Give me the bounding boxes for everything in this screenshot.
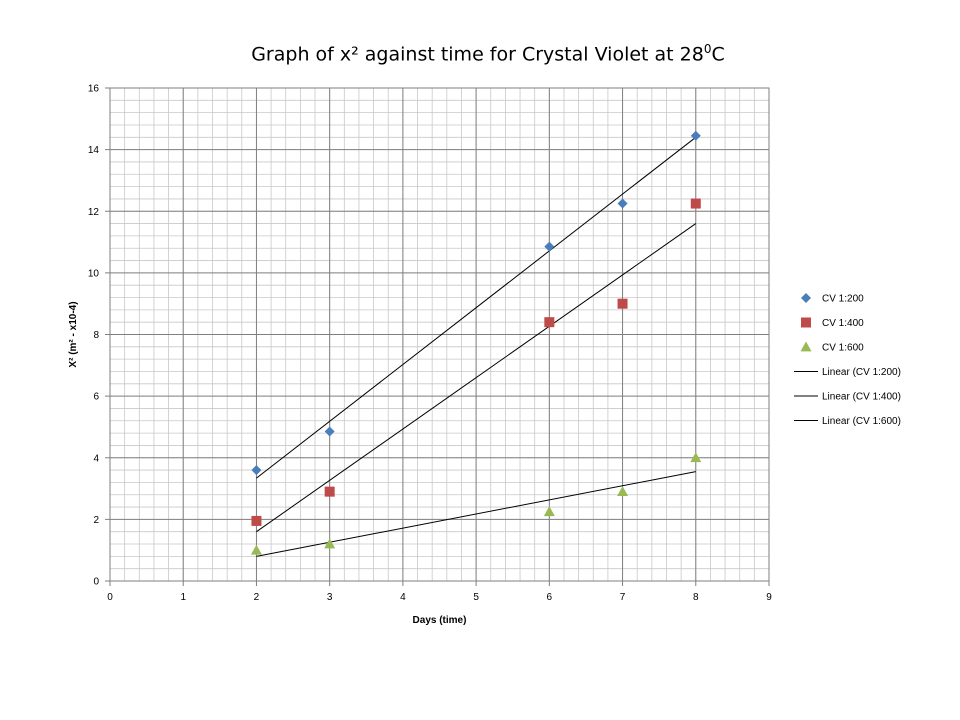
trendline [256, 223, 697, 533]
data-point [690, 198, 701, 209]
y-tick-label: 14 [88, 145, 100, 156]
x-tick-label: 4 [400, 592, 406, 603]
trendline [256, 136, 697, 479]
x-tick-label: 0 [107, 592, 113, 603]
data-point [324, 538, 336, 549]
x-tick-label: 6 [547, 592, 553, 603]
data-point [617, 486, 629, 497]
x-tick-label: 7 [620, 592, 626, 603]
data-point [324, 426, 335, 437]
legend-marker [800, 341, 812, 352]
legend-label: CV 1:600 [822, 343, 864, 354]
x-tick-label: 2 [254, 592, 260, 603]
legend-marker [801, 293, 811, 303]
data-point [617, 298, 628, 309]
y-tick-label: 16 [88, 84, 100, 95]
legend-label: Linear (CV 1:400) [822, 392, 901, 403]
chart-title-main: Graph of x² against time for Crystal Vio… [251, 43, 704, 66]
data-point [690, 130, 701, 141]
y-tick-label: 6 [93, 392, 99, 403]
legend-marker [801, 317, 811, 328]
legend-label: CV 1:200 [822, 294, 864, 305]
chart-title: Graph of x² against time for Crystal Vio… [0, 42, 960, 65]
x-axis-title: Days (time) [413, 615, 467, 626]
x-tick-label: 1 [180, 592, 186, 603]
legend: CV 1:200 CV 1:400 CV 1:600 Linear (CV 1:200… [794, 293, 901, 427]
x-tick-label: 9 [766, 592, 772, 603]
data-point [251, 515, 262, 526]
data-point [544, 317, 555, 328]
data-point [324, 486, 335, 497]
legend-label: CV 1:400 [822, 318, 864, 329]
y-tick-label: 0 [93, 577, 99, 588]
x-tick-label: 5 [473, 592, 479, 603]
data-point [617, 198, 628, 209]
data-point [543, 506, 555, 517]
y-tick-label: 2 [93, 515, 99, 526]
data-points [250, 130, 702, 555]
y-axis-title: X² (m² - x10-4) [68, 301, 79, 367]
legend-label: Linear (CV 1:600) [822, 416, 901, 427]
y-tick-label: 8 [93, 330, 99, 341]
gridlines [109, 87, 770, 582]
chart-title-end: C [711, 43, 725, 66]
chart-title-superscript: 0 [703, 42, 712, 56]
y-tick-label: 12 [88, 207, 100, 218]
data-point [690, 452, 702, 463]
legend-label: Linear (CV 1:200) [822, 367, 901, 378]
y-tick-label: 10 [88, 268, 100, 279]
y-tick-label: 4 [93, 453, 99, 464]
x-tick-label: 3 [327, 592, 333, 603]
data-point [251, 465, 262, 476]
data-point [250, 544, 262, 555]
x-tick-label: 8 [693, 592, 699, 603]
data-point [544, 241, 555, 252]
